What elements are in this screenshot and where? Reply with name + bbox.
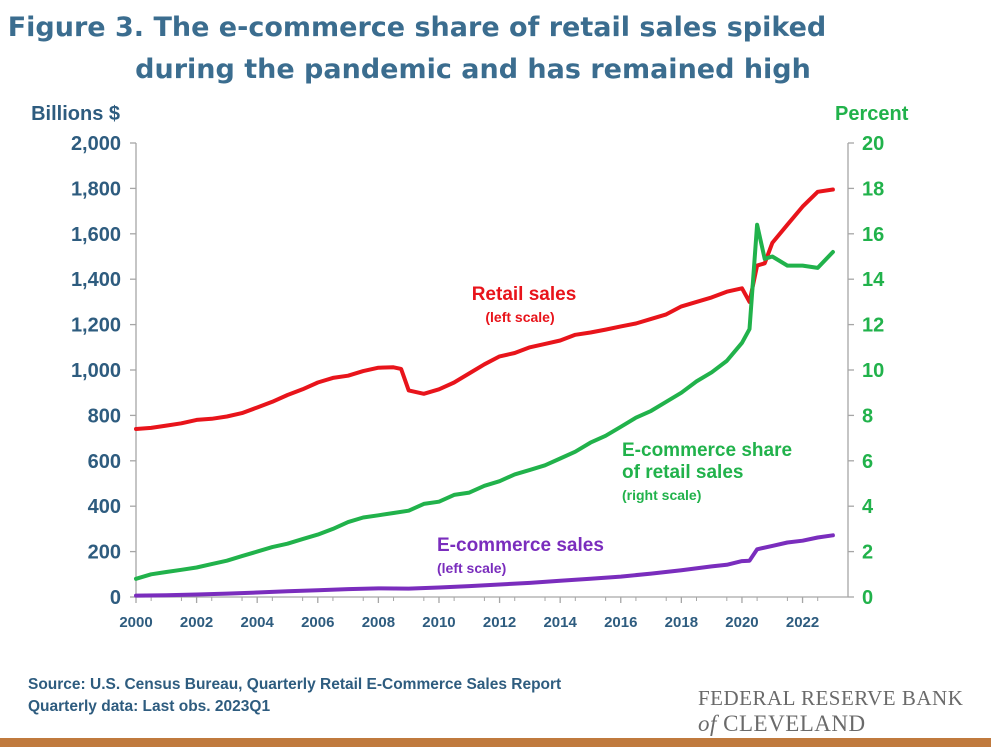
x-tick-label: 2000 bbox=[119, 614, 152, 631]
ecommerce-sales-label: E-commerce sales bbox=[437, 535, 604, 556]
left-tick-label: 200 bbox=[88, 542, 121, 564]
left-tick-label: 800 bbox=[88, 405, 121, 427]
right-tick-label: 12 bbox=[862, 315, 884, 337]
x-tick-label: 2002 bbox=[180, 614, 213, 631]
line-chart: 02004006008001,0001,2001,4001,6001,8002,… bbox=[31, 103, 909, 631]
ecommerce-share-note: (right scale) bbox=[622, 487, 701, 503]
retail-sales-line bbox=[134, 187, 835, 431]
retail-sales-note: (left scale) bbox=[485, 309, 554, 325]
x-tick-label: 2016 bbox=[604, 614, 637, 631]
chart-title-line2: during the pandemic and has remained hig… bbox=[135, 54, 811, 85]
x-tick-label: 2010 bbox=[422, 614, 455, 631]
left-tick-label: 1,000 bbox=[71, 360, 121, 382]
left-tick-label: 0 bbox=[110, 587, 121, 609]
retail-sales-label: Retail sales bbox=[472, 284, 577, 305]
right-tick-label: 4 bbox=[862, 496, 874, 518]
right-axis-title: Percent bbox=[835, 103, 909, 125]
ecommerce-sales-note: (left scale) bbox=[437, 560, 506, 576]
ecommerce-share-line bbox=[134, 222, 835, 581]
right-tick-label: 2 bbox=[862, 542, 873, 564]
x-tick-label: 2006 bbox=[301, 614, 334, 631]
left-tick-label: 1,800 bbox=[71, 178, 121, 200]
ecommerce-sales-line bbox=[134, 533, 835, 598]
x-tick-label: 2014 bbox=[543, 614, 577, 631]
x-tick-label: 2018 bbox=[665, 614, 698, 631]
fed-logo: of CLEVELAND bbox=[698, 711, 866, 737]
right-tick-label: 10 bbox=[862, 360, 884, 382]
left-tick-label: 400 bbox=[88, 496, 121, 518]
chart-series-labels: Retail sales (left scale) E-commerce share… bbox=[437, 284, 792, 576]
right-tick-label: 16 bbox=[862, 224, 884, 246]
right-tick-label: 8 bbox=[862, 405, 873, 427]
source-note: Source: U.S. Census Bureau, Quarterly Re… bbox=[28, 676, 562, 693]
left-tick-label: 1,400 bbox=[71, 269, 121, 291]
logo-of: of bbox=[698, 711, 717, 736]
data-note: Quarterly data: Last obs. 2023Q1 bbox=[28, 698, 271, 715]
right-tick-label: 20 bbox=[862, 133, 884, 155]
right-tick-label: 6 bbox=[862, 451, 873, 473]
chart-title-line1: Figure 3. The e-commerce share of retail… bbox=[7, 12, 827, 43]
right-tick-label: 14 bbox=[862, 269, 885, 291]
x-tick-label: 2004 bbox=[241, 614, 275, 631]
left-tick-label: 2,000 bbox=[71, 133, 121, 155]
left-tick-label: 1,600 bbox=[71, 224, 121, 246]
left-tick-label: 1,200 bbox=[71, 315, 121, 337]
x-tick-label: 2012 bbox=[483, 614, 516, 631]
logo-line1: FEDERAL RESERVE BANK bbox=[698, 686, 964, 710]
x-tick-label: 2020 bbox=[725, 614, 758, 631]
left-tick-label: 600 bbox=[88, 451, 121, 473]
right-tick-label: 18 bbox=[862, 178, 884, 200]
bottom-accent-bar bbox=[0, 738, 991, 747]
left-axis-title: Billions $ bbox=[31, 103, 120, 125]
ecommerce-share-label-line2: of retail sales bbox=[622, 462, 743, 483]
chart-lines bbox=[134, 187, 835, 598]
x-tick-label: 2022 bbox=[786, 614, 819, 631]
right-tick-label: 0 bbox=[862, 587, 873, 609]
chart-axes: 02004006008001,0001,2001,4001,6001,8002,… bbox=[31, 103, 909, 631]
logo-line2: CLEVELAND bbox=[723, 711, 866, 736]
x-tick-label: 2008 bbox=[362, 614, 395, 631]
ecommerce-share-label-line1: E-commerce share bbox=[622, 440, 792, 461]
